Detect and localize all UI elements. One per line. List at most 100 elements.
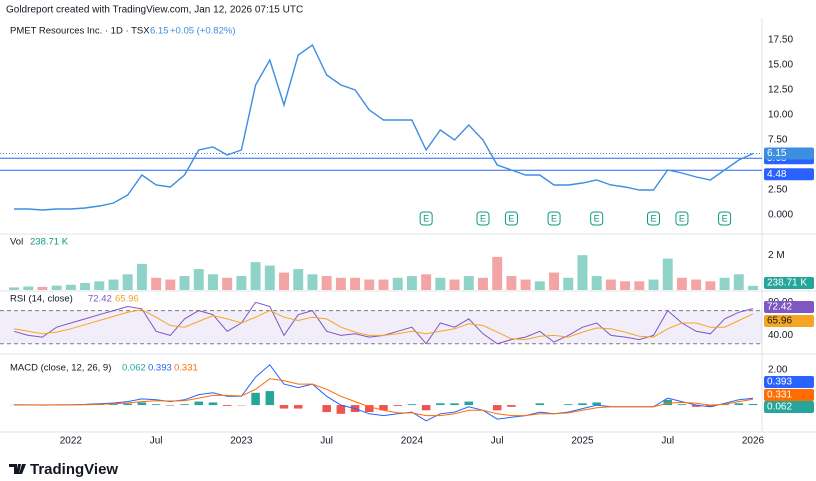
y-tick-label: 17.50 [768,35,793,46]
earnings-label: E [508,213,514,223]
earnings-badge [590,211,604,226]
earnings-marker: E [675,211,689,226]
volume-bar [620,281,631,290]
macd-histogram-bar [535,403,545,406]
earnings-badge [419,211,433,226]
volume-bar [179,276,190,290]
earnings-marker: E [647,211,661,226]
earnings-label: E [423,213,429,223]
volume-bar [378,279,389,290]
volume-bar [563,277,574,290]
volume-bar [9,287,19,290]
volume-bar [449,279,460,290]
earnings-marker: E [504,211,518,226]
level-label-box [764,168,814,181]
volume-bar [236,276,247,290]
legend-change: +0.05 (+0.82%) [170,26,236,37]
volume-bar [65,284,76,290]
volume-bar [591,276,602,290]
x-tick-label: Jul [150,436,163,447]
macd-histogram-bar [450,403,459,406]
volume-bar [250,262,261,290]
x-tick-label: 2023 [230,436,253,447]
earnings-label: E [480,213,486,223]
volume-bar [577,255,588,290]
rsi-band [0,310,762,344]
earnings-badge [718,211,732,226]
volume-bar [307,274,318,290]
volume-bar [492,256,503,290]
volume-bar [37,286,48,290]
earnings-badge [675,211,689,226]
volume-bar [733,274,744,290]
volume-bar [350,277,361,290]
last-price-label: 6.15 [767,148,787,159]
macd-histogram-bar [336,405,346,414]
volume-bar [335,277,346,290]
x-tick-label: Jul [491,436,504,447]
macd-histogram-bar [436,403,445,406]
y-tick-label: 10.00 [768,110,793,121]
macd-legend-value: 0.393 [148,363,172,374]
last-price-label-box [764,147,814,160]
volume-bar [165,279,176,290]
rsi-last-label: 72.42 [767,302,792,313]
macd-histogram-bar [663,399,672,406]
x-tick-label: 2026 [742,436,765,447]
y-tick-label: 2.00 [768,365,788,376]
volume-last-label-box [764,277,814,289]
volume-bar [705,281,716,290]
macd-histogram-bar [592,402,601,406]
macd-histogram-bar [578,403,587,406]
volume-bar [634,281,645,290]
macd-histogram-bar [123,403,132,406]
level-label: 4.48 [767,169,787,180]
volume-bar [136,263,147,290]
earnings-marker: E [547,211,561,226]
volume-bar [691,279,702,290]
volume-bar [648,279,659,290]
volume-bar [264,265,275,290]
macd-histogram-bar [208,402,218,406]
macd-histogram-bar [492,405,502,411]
earnings-marker: E [590,211,604,226]
x-tick-label: 2024 [401,436,424,447]
volume-bar [463,276,474,290]
x-tick-label: Jul [661,436,674,447]
volume-bar [534,281,545,290]
macd-histogram-bar [265,391,275,406]
macd-histogram-bar [379,405,388,411]
macd-legend-value: 0.331 [174,363,198,374]
macd-hist-last-label: 0.062 [767,402,792,413]
earnings-marker: E [476,211,490,226]
macd-histogram-bar [293,405,303,409]
volume-bar [122,274,133,290]
macd-histogram-bar [421,405,431,411]
y-tick-label: 2 M [768,250,785,261]
volume-bar [719,277,730,290]
logo [9,464,26,474]
rsi-last-label: 65.96 [767,316,792,327]
macd-name: MACD (close, 12, 26, 9) [10,363,111,374]
macd-histogram-bar [365,405,374,413]
x-tick-label: 2025 [571,436,594,447]
macd-histogram-bar [691,405,701,407]
macd-histogram-bar [194,401,204,406]
macd-histogram-bar [706,405,715,407]
y-tick-label: 15.00 [768,60,793,71]
volume-bar [222,277,233,290]
macd-histogram-bar [464,401,474,406]
chart-title: PMET Resources Inc. · 1D · TSX [10,26,150,37]
earnings-label: E [651,213,657,223]
earnings-marker: E [419,211,433,226]
rsi-legend-value: 65.96 [115,294,139,305]
macd-histogram-bar [407,404,417,406]
macd-histogram-bar [393,405,402,406]
volume-bar [80,283,91,290]
volume-last-label: 238.71 K [767,278,807,289]
macd-histogram-bar [166,405,175,406]
earnings-label: E [551,213,557,223]
volume-bar [94,281,105,290]
volume-name: Vol [10,237,23,248]
